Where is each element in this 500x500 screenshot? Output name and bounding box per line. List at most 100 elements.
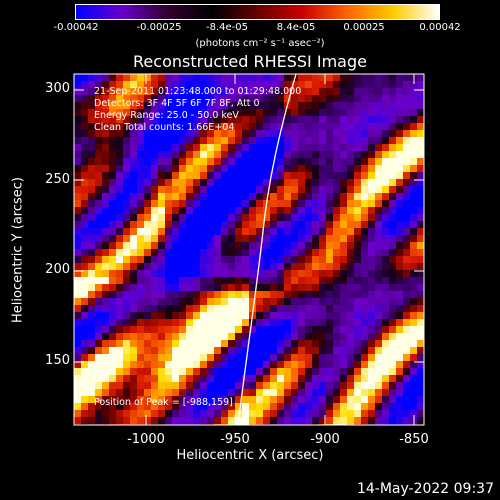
heatmap-cell xyxy=(130,284,137,291)
heatmap-cell xyxy=(333,312,340,319)
heatmap-cell xyxy=(158,410,165,417)
heatmap-cell xyxy=(88,368,95,375)
heatmap-cell xyxy=(151,144,158,151)
heatmap-cell xyxy=(74,305,81,312)
heatmap-cell xyxy=(88,193,95,200)
heatmap-cell xyxy=(179,284,186,291)
heatmap-cell xyxy=(179,130,186,137)
heatmap-cell xyxy=(88,116,95,123)
heatmap-cell xyxy=(256,235,263,242)
heatmap-cell xyxy=(151,172,158,179)
heatmap-cell xyxy=(95,340,102,347)
heatmap-cell xyxy=(81,263,88,270)
heatmap-cell xyxy=(417,305,424,312)
y-tick-label: 300 xyxy=(45,81,70,96)
heatmap-cell xyxy=(319,172,326,179)
heatmap-cell xyxy=(368,249,375,256)
heatmap-cell xyxy=(277,123,284,130)
heatmap-cell xyxy=(270,123,277,130)
heatmap-cell xyxy=(158,172,165,179)
heatmap-cell xyxy=(214,298,221,305)
heatmap-cell xyxy=(88,214,95,221)
heatmap-cell xyxy=(151,228,158,235)
heatmap-cell xyxy=(137,249,144,256)
heatmap-cell xyxy=(319,221,326,228)
heatmap-cell xyxy=(347,263,354,270)
heatmap-cell xyxy=(242,88,249,95)
heatmap-cell xyxy=(277,403,284,410)
heatmap-cell xyxy=(214,95,221,102)
heatmap-cell xyxy=(389,305,396,312)
heatmap-cell xyxy=(319,270,326,277)
heatmap-cell xyxy=(102,403,109,410)
heatmap-cell xyxy=(326,368,333,375)
heatmap-cell xyxy=(298,410,305,417)
heatmap-cell xyxy=(186,158,193,165)
heatmap-cell xyxy=(249,158,256,165)
heatmap-cell xyxy=(102,228,109,235)
heatmap-cell xyxy=(249,326,256,333)
heatmap-cell xyxy=(410,361,417,368)
heatmap-cell xyxy=(130,249,137,256)
heatmap-cell xyxy=(403,361,410,368)
heatmap-cell xyxy=(207,165,214,172)
heatmap-cell xyxy=(347,235,354,242)
heatmap-cell xyxy=(403,74,410,81)
heatmap-cell xyxy=(179,361,186,368)
heatmap-cell xyxy=(235,102,242,109)
heatmap-cell xyxy=(81,382,88,389)
heatmap-cell xyxy=(228,235,235,242)
heatmap-cell xyxy=(326,130,333,137)
heatmap-cell xyxy=(361,186,368,193)
heatmap-cell xyxy=(109,165,116,172)
heatmap-cell xyxy=(389,186,396,193)
heatmap-cell xyxy=(340,326,347,333)
heatmap-cell xyxy=(312,165,319,172)
heatmap-cell xyxy=(368,207,375,214)
heatmap-cell xyxy=(179,74,186,81)
heatmap-cell xyxy=(319,284,326,291)
heatmap-cell xyxy=(144,298,151,305)
heatmap-cell xyxy=(172,417,179,424)
heatmap-cell xyxy=(403,382,410,389)
heatmap-cell xyxy=(242,228,249,235)
heatmap-cell xyxy=(214,256,221,263)
heatmap-cell xyxy=(81,375,88,382)
heatmap-cell xyxy=(123,319,130,326)
heatmap-cell xyxy=(403,249,410,256)
heatmap-cell xyxy=(179,102,186,109)
heatmap-cell xyxy=(179,172,186,179)
heatmap-cell xyxy=(172,102,179,109)
heatmap-cell xyxy=(221,193,228,200)
heatmap-cell xyxy=(340,410,347,417)
heatmap-cell xyxy=(228,88,235,95)
heatmap-cell xyxy=(88,319,95,326)
heatmap-cell xyxy=(158,95,165,102)
heatmap-cell xyxy=(270,417,277,424)
heatmap-cell xyxy=(270,130,277,137)
heatmap-cell xyxy=(284,270,291,277)
heatmap-cell xyxy=(137,403,144,410)
heatmap-cell xyxy=(347,410,354,417)
heatmap-cell xyxy=(270,179,277,186)
heatmap-cell xyxy=(298,207,305,214)
heatmap-cell xyxy=(249,305,256,312)
heatmap-cell xyxy=(417,214,424,221)
heatmap-cell xyxy=(186,270,193,277)
heatmap-cell xyxy=(347,151,354,158)
heatmap-cell xyxy=(74,74,81,81)
heatmap-cell xyxy=(137,130,144,137)
heatmap-cell xyxy=(228,214,235,221)
heatmap-cell xyxy=(291,291,298,298)
heatmap-cell xyxy=(81,144,88,151)
solar-limb-line xyxy=(237,73,297,426)
heatmap-cell xyxy=(137,151,144,158)
heatmap-cell xyxy=(340,375,347,382)
heatmap-cell xyxy=(221,263,228,270)
heatmap-cell xyxy=(242,109,249,116)
heatmap-cell xyxy=(410,151,417,158)
heatmap-cell xyxy=(389,179,396,186)
heatmap-cell xyxy=(333,396,340,403)
heatmap-cell xyxy=(165,270,172,277)
heatmap-cell xyxy=(305,270,312,277)
